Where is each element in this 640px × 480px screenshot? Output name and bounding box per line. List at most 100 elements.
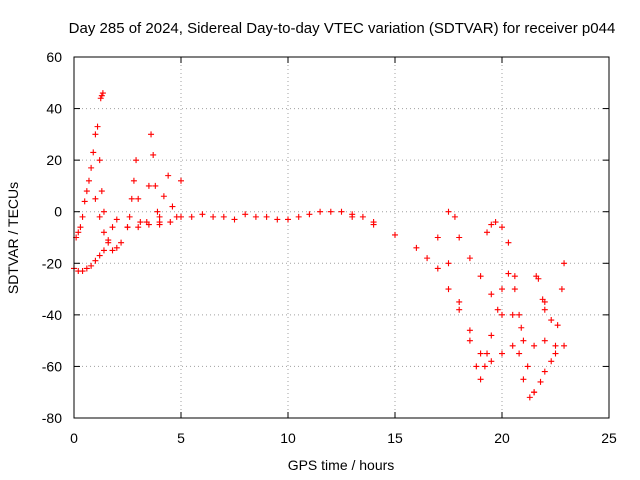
data-point	[477, 376, 484, 383]
data-point	[113, 216, 120, 223]
data-point	[541, 368, 548, 375]
data-point	[520, 376, 527, 383]
x-tick-label: 15	[387, 430, 403, 446]
data-point	[359, 213, 366, 220]
data-series	[71, 216, 120, 275]
data-point	[263, 213, 270, 220]
x-tick-label: 25	[601, 430, 617, 446]
data-point	[392, 231, 398, 238]
data-point	[188, 213, 195, 220]
data-series	[92, 195, 125, 254]
data-point	[477, 350, 484, 357]
data-point	[456, 234, 463, 241]
data-point	[541, 337, 548, 344]
data-point	[165, 172, 172, 179]
data-point	[499, 350, 505, 357]
data-point	[100, 229, 107, 236]
data-point	[118, 239, 125, 246]
data-point	[83, 265, 90, 272]
data-point	[488, 332, 495, 339]
data-point	[554, 322, 561, 329]
data-point	[137, 219, 144, 226]
y-tick-label: -80	[42, 410, 62, 426]
y-tick-label: -20	[42, 255, 62, 271]
data-point	[100, 208, 107, 215]
ticks-layer: 0 5 10 15 20 25 -80 -60 -40 -20 0 20 40 60	[42, 49, 617, 446]
data-point	[526, 394, 533, 401]
data-point	[100, 247, 107, 254]
data-point	[434, 265, 441, 272]
data-point	[145, 221, 152, 228]
data-point	[97, 95, 104, 102]
data-point	[370, 221, 377, 228]
data-series	[143, 131, 163, 226]
data-point	[518, 324, 525, 331]
data-point	[99, 90, 106, 97]
data-series	[533, 273, 548, 305]
points-layer	[71, 90, 568, 401]
data-point	[148, 131, 155, 138]
data-point	[152, 182, 159, 189]
y-axis-label: SDTVAR / TECUs	[5, 182, 21, 294]
data-point	[126, 213, 133, 220]
data-point	[242, 211, 249, 218]
data-point	[178, 177, 184, 184]
y-tick-label: 0	[54, 204, 62, 220]
data-point	[338, 208, 345, 215]
data-point	[83, 188, 90, 195]
data-series	[445, 208, 505, 318]
data-point	[434, 234, 441, 241]
data-point	[516, 350, 523, 357]
data-point	[156, 213, 163, 220]
data-point	[484, 350, 491, 357]
data-point	[274, 216, 281, 223]
data-point	[413, 244, 420, 251]
data-point	[548, 358, 555, 365]
data-point	[145, 182, 152, 189]
data-series	[509, 311, 559, 401]
data-point	[520, 337, 527, 344]
data-point	[456, 298, 463, 305]
data-point	[466, 337, 473, 344]
data-point	[537, 378, 544, 385]
data-point	[535, 275, 542, 282]
data-point	[492, 219, 499, 226]
data-point	[130, 177, 137, 184]
data-point	[94, 123, 101, 130]
data-point	[156, 221, 163, 228]
data-point	[499, 311, 505, 318]
data-series	[97, 90, 106, 102]
data-point	[509, 342, 516, 349]
data-point	[98, 92, 105, 99]
data-point	[90, 149, 97, 156]
data-point	[499, 286, 505, 293]
chart-title: Day 285 of 2024, Sidereal Day-to-day VTE…	[69, 20, 616, 37]
data-point	[92, 131, 99, 138]
data-point	[77, 224, 84, 231]
data-point	[505, 239, 512, 246]
data-point	[96, 252, 103, 259]
x-tick-label: 0	[70, 430, 78, 446]
x-axis-label: GPS time / hours	[288, 457, 395, 473]
data-point	[531, 342, 538, 349]
data-point	[466, 255, 473, 262]
data-point	[285, 216, 291, 223]
grid-layer	[74, 57, 609, 418]
y-tick-label: -40	[42, 307, 62, 323]
data-series	[156, 172, 184, 220]
data-point	[231, 216, 238, 223]
data-point	[466, 327, 473, 334]
x-tick-label: 20	[494, 430, 510, 446]
data-point	[85, 177, 92, 184]
data-point	[531, 389, 538, 396]
data-point	[88, 164, 95, 171]
data-point	[154, 208, 161, 215]
data-point	[167, 219, 174, 226]
data-point	[552, 342, 559, 349]
data-point	[481, 363, 488, 370]
data-point	[295, 213, 302, 220]
data-point	[561, 260, 568, 267]
data-point	[424, 255, 431, 262]
data-point	[317, 208, 324, 215]
data-point	[473, 363, 480, 370]
